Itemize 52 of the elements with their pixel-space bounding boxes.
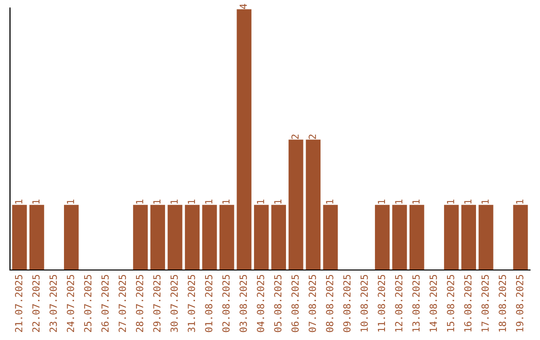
x-tick-label: 17.08.2025: [481, 274, 489, 332]
x-tick-label: 23.07.2025: [50, 274, 57, 332]
x-tick-label: 30.07.2025: [170, 274, 178, 332]
x-tick-label: 13.08.2025: [412, 274, 420, 332]
x-tick-label: 10.08.2025: [360, 274, 368, 332]
x-tick-label: 21.07.2025: [14, 274, 22, 332]
data-label: 1: [395, 200, 402, 204]
x-tick-label: 15.08.2025: [446, 274, 454, 332]
x-tick-label: 12.08.2025: [395, 274, 402, 332]
x-tick-label: 16.08.2025: [464, 274, 472, 332]
x-tick-label: 22.07.2025: [32, 274, 40, 332]
data-label: 1: [274, 200, 282, 204]
data-label: 1: [205, 200, 212, 204]
data-label: 1: [66, 200, 74, 204]
data-label: 2: [291, 134, 299, 139]
x-tick-label: 14.08.2025: [430, 274, 437, 332]
x-tick-label: 18.08.2025: [498, 274, 506, 332]
data-label: 1: [464, 200, 472, 204]
x-tick-label: 06.08.2025: [291, 274, 299, 332]
x-tick-label: 27.07.2025: [118, 274, 126, 332]
data-label: 1: [482, 200, 489, 204]
x-tick-label: 08.08.2025: [326, 274, 334, 332]
data-label: 1: [15, 200, 22, 204]
x-tick-label: 01.08.2025: [205, 274, 212, 332]
data-label: 1: [222, 200, 230, 204]
data-label: 2: [308, 134, 316, 139]
data-label: 1: [153, 200, 160, 204]
data-label: 1: [188, 200, 195, 204]
data-label: 1: [170, 200, 178, 204]
x-tick-label: 26.07.2025: [101, 274, 109, 332]
x-tick-label: 11.08.2025: [378, 274, 386, 332]
data-label: 4: [240, 4, 247, 9]
data-label: 1: [32, 200, 40, 204]
x-tick-label: 31.07.2025: [188, 274, 196, 332]
x-tick-label: 19.08.2025: [516, 274, 524, 332]
x-tick-label: 07.08.2025: [308, 274, 316, 332]
data-label: 1: [136, 200, 144, 204]
x-tick-label: 09.08.2025: [343, 274, 351, 332]
data-label: 1: [447, 200, 454, 204]
x-tick-label: 02.08.2025: [222, 274, 230, 332]
data-label: 1: [516, 200, 524, 204]
x-tick-label: 04.08.2025: [256, 274, 264, 332]
x-tick-label: 05.08.2025: [274, 274, 282, 332]
data-label: 1: [326, 200, 334, 204]
data-label: 1: [412, 200, 420, 204]
x-tick-label: 28.07.2025: [136, 274, 144, 332]
x-tick-label: 25.07.2025: [84, 274, 92, 332]
x-tick-label: 03.08.2025: [240, 274, 247, 332]
data-label: 1: [378, 200, 385, 204]
x-tick-label: 29.07.2025: [153, 274, 161, 332]
x-tick-label: 24.07.2025: [66, 274, 74, 332]
data-label: 1: [256, 200, 264, 204]
